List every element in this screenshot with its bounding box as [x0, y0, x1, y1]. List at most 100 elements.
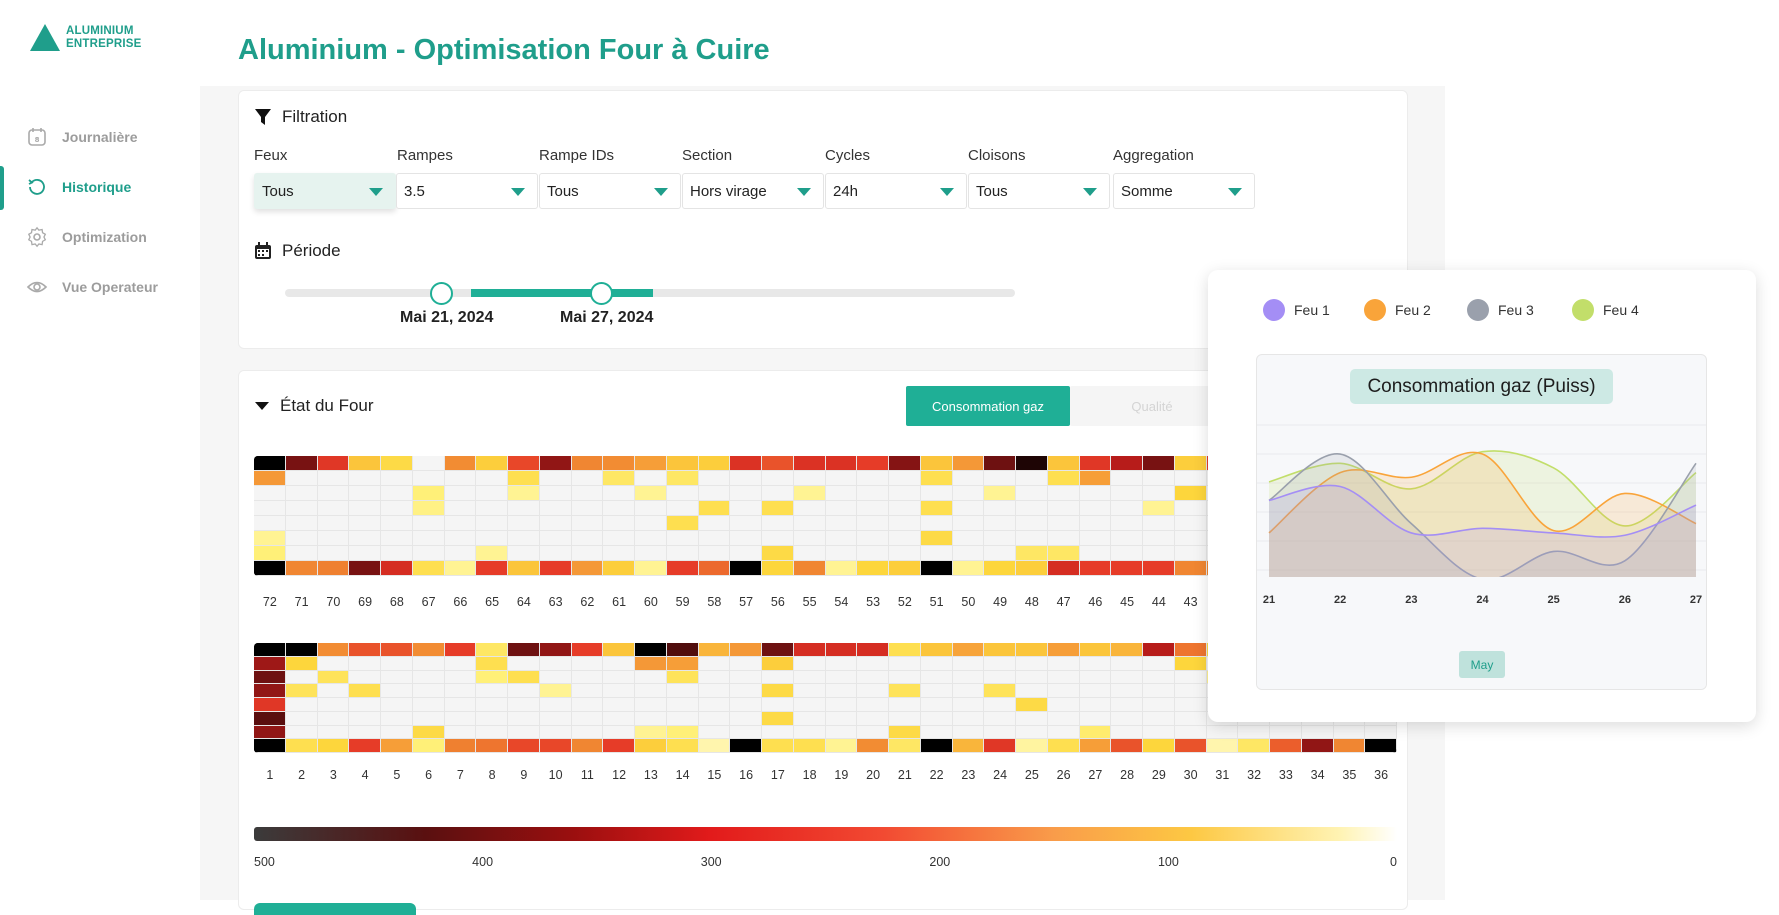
- heatmap-cell[interactable]: [984, 711, 1016, 726]
- heatmap-cell[interactable]: [476, 643, 508, 657]
- heatmap-cell[interactable]: [825, 546, 858, 561]
- heatmap-cell[interactable]: [1047, 684, 1080, 698]
- heatmap-cell[interactable]: [1206, 725, 1239, 740]
- heatmap-cell[interactable]: [698, 684, 731, 698]
- heatmap-cell[interactable]: [1143, 711, 1175, 726]
- legend-feu-1[interactable]: Feu 1: [1263, 299, 1330, 321]
- heatmap-cell[interactable]: [539, 546, 572, 561]
- heatmap-cell[interactable]: [285, 561, 318, 576]
- heatmap-cell[interactable]: [698, 643, 731, 657]
- heatmap-cell[interactable]: [381, 516, 413, 531]
- heatmap-cell[interactable]: [349, 711, 381, 726]
- heatmap-cell[interactable]: [317, 471, 350, 486]
- heatmap-cell[interactable]: [698, 656, 731, 671]
- heatmap-cell[interactable]: [603, 471, 635, 486]
- heatmap-cell[interactable]: [762, 546, 794, 561]
- heatmap-cell[interactable]: [1016, 531, 1048, 546]
- heatmap-cell[interactable]: [666, 739, 699, 753]
- heatmap-cell[interactable]: [1079, 516, 1112, 531]
- heatmap-cell[interactable]: [666, 670, 699, 685]
- heatmap-cell[interactable]: [539, 516, 572, 531]
- heatmap-cell[interactable]: [412, 739, 445, 753]
- heatmap-cell[interactable]: [635, 486, 667, 501]
- heatmap-cell[interactable]: [412, 684, 445, 698]
- heatmap-cell[interactable]: [793, 643, 826, 657]
- heatmap-cell[interactable]: [857, 711, 889, 726]
- heatmap-cell[interactable]: [1174, 516, 1207, 531]
- heatmap-cell[interactable]: [603, 684, 635, 698]
- heatmap-cell[interactable]: [1206, 739, 1239, 753]
- heatmap-cell[interactable]: [412, 471, 445, 486]
- cloisons-select[interactable]: Tous: [968, 173, 1110, 209]
- heatmap-cell[interactable]: [1333, 725, 1366, 740]
- heatmap-cell[interactable]: [889, 711, 921, 726]
- heatmap-cell[interactable]: [825, 670, 858, 685]
- heatmap-cell[interactable]: [603, 670, 635, 685]
- heatmap-cell[interactable]: [1016, 670, 1048, 685]
- heatmap-cell[interactable]: [412, 643, 445, 657]
- heatmap-cell[interactable]: [857, 516, 889, 531]
- heatmap-cell[interactable]: [1238, 725, 1270, 740]
- heatmap-cell[interactable]: [857, 698, 889, 712]
- heatmap-cell[interactable]: [508, 670, 540, 685]
- heatmap-cell[interactable]: [444, 698, 477, 712]
- heatmap-cell[interactable]: [381, 643, 413, 657]
- heatmap-cell[interactable]: [666, 725, 699, 740]
- heatmap-cell[interactable]: [762, 471, 794, 486]
- heatmap-cell[interactable]: [984, 456, 1016, 471]
- consommation-gaz-toggle[interactable]: Consommation gaz: [906, 386, 1070, 426]
- heatmap-cell[interactable]: [444, 643, 477, 657]
- heatmap-cell[interactable]: [412, 698, 445, 712]
- heatmap-cell[interactable]: [444, 486, 477, 501]
- heatmap-cell[interactable]: [857, 684, 889, 698]
- heatmap-cell[interactable]: [1111, 561, 1143, 576]
- heatmap-cell[interactable]: [1047, 643, 1080, 657]
- heatmap-cell[interactable]: [825, 711, 858, 726]
- heatmap-cell[interactable]: [1016, 725, 1048, 740]
- heatmap-cell[interactable]: [762, 698, 794, 712]
- sidebar-item-historique[interactable]: Historique: [0, 162, 200, 212]
- heatmap-cell[interactable]: [730, 684, 762, 698]
- heatmap-cell[interactable]: [793, 486, 826, 501]
- rampes-select[interactable]: 3.5: [396, 173, 538, 209]
- heatmap-cell[interactable]: [857, 643, 889, 657]
- heatmap-cell[interactable]: [825, 516, 858, 531]
- heatmap-cell[interactable]: [349, 739, 381, 753]
- heatmap-cell[interactable]: [825, 456, 858, 471]
- heatmap-cell[interactable]: [952, 643, 985, 657]
- heatmap-cell[interactable]: [285, 486, 318, 501]
- heatmap-cell[interactable]: [349, 656, 381, 671]
- heatmap-cell[interactable]: [635, 531, 667, 546]
- heatmap-cell[interactable]: [1047, 698, 1080, 712]
- heatmap-cell[interactable]: [571, 456, 604, 471]
- heatmap-cell[interactable]: [317, 516, 350, 531]
- heatmap-cell[interactable]: [508, 471, 540, 486]
- heatmap-cell[interactable]: [1079, 471, 1112, 486]
- legend-feu-4[interactable]: Feu 4: [1572, 299, 1639, 321]
- heatmap-cell[interactable]: [603, 656, 635, 671]
- heatmap-cell[interactable]: [984, 501, 1016, 516]
- heatmap-cell[interactable]: [984, 471, 1016, 486]
- heatmap-cell[interactable]: [889, 670, 921, 685]
- heatmap-cell[interactable]: [1079, 711, 1112, 726]
- heatmap-cell[interactable]: [1111, 725, 1143, 740]
- heatmap-cell[interactable]: [381, 471, 413, 486]
- heatmap-cell[interactable]: [285, 516, 318, 531]
- heatmap-cell[interactable]: [920, 711, 953, 726]
- heatmap-cell[interactable]: [1174, 546, 1207, 561]
- heatmap-cell[interactable]: [254, 546, 286, 561]
- heatmap-cell[interactable]: [285, 656, 318, 671]
- heatmap-cell[interactable]: [730, 531, 762, 546]
- heatmap-cell[interactable]: [762, 486, 794, 501]
- heatmap-cell[interactable]: [508, 656, 540, 671]
- heatmap-cell[interactable]: [603, 643, 635, 657]
- heatmap-cell[interactable]: [476, 711, 508, 726]
- heatmap-cell[interactable]: [539, 486, 572, 501]
- heatmap-cell[interactable]: [412, 670, 445, 685]
- heatmap-cell[interactable]: [730, 670, 762, 685]
- heatmap-cell[interactable]: [476, 486, 508, 501]
- heatmap-cell[interactable]: [571, 561, 604, 576]
- heatmap-cell[interactable]: [1174, 725, 1207, 740]
- heatmap-cell[interactable]: [571, 684, 604, 698]
- heatmap-cell[interactable]: [317, 684, 350, 698]
